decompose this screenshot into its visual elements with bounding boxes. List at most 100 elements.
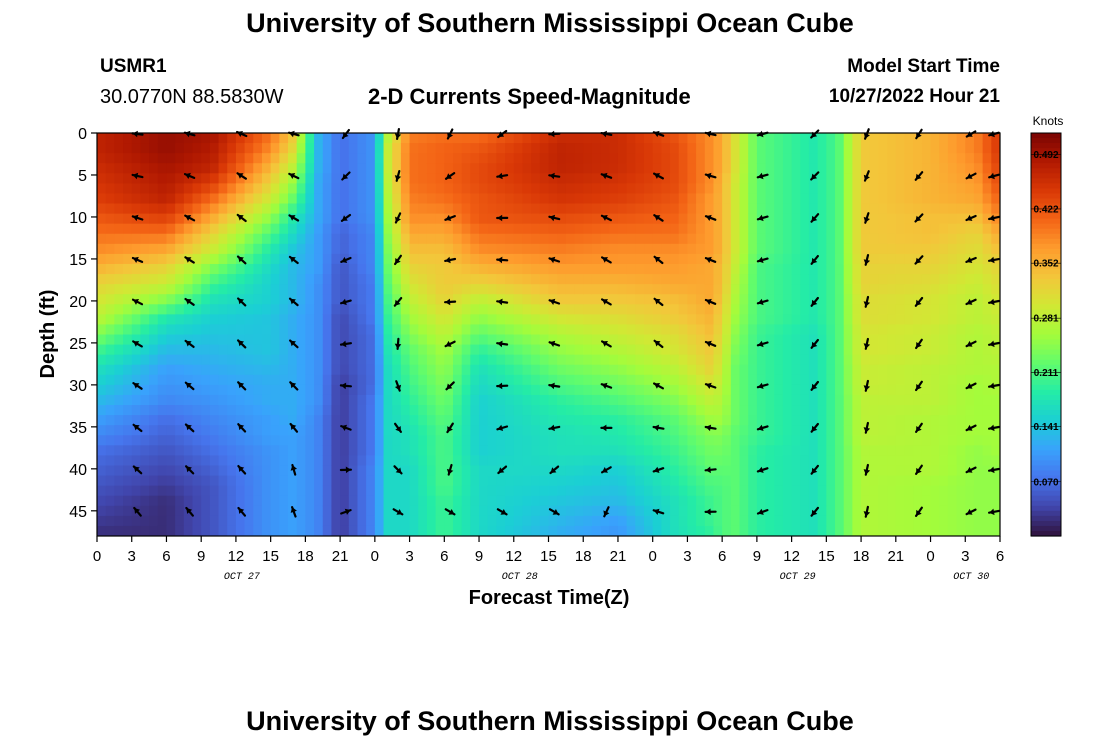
heatmap-cell [357,203,367,215]
heatmap-cell [305,284,315,295]
heatmap-cell [609,284,619,295]
heatmap-cell [861,243,871,255]
heatmap-cell [400,405,411,416]
heatmap-cell [713,515,723,527]
heatmap-cell [670,233,680,245]
heatmap-cell [617,525,628,536]
heatmap-cell [774,344,784,356]
heatmap-cell [774,525,784,536]
heatmap-cell [418,455,428,467]
heatmap-cell [887,445,897,456]
heatmap-cell [166,525,176,536]
heatmap-cell [904,203,914,215]
heatmap-cell [565,294,576,305]
heatmap-cell [557,515,567,527]
heatmap-cell [400,495,411,507]
heatmap-cell [418,445,428,456]
heatmap-cell [565,274,576,285]
heatmap-cell [913,304,923,315]
heatmap-cell [270,213,280,225]
heatmap-cell [114,405,124,416]
colorbar-tick-label: 0.141 [1033,422,1058,433]
heatmap-cell [617,314,628,326]
heatmap-cell [670,203,680,215]
heatmap-cell [531,263,541,275]
heatmap-cell [357,405,367,416]
heatmap-cell [982,233,992,245]
heatmap-cell [157,455,168,467]
heatmap-cell [235,374,246,386]
heatmap-cell [600,525,610,536]
heatmap-cell [574,243,584,255]
heatmap-cell [774,505,784,517]
current-arrow [444,508,456,516]
heatmap-cell [861,354,871,366]
heatmap-cell [435,203,445,215]
current-arrow [288,297,299,307]
heatmap-cell [235,485,246,497]
heatmap-cell [730,495,741,507]
heatmap-cell [435,183,445,195]
current-arrow [445,381,455,391]
heatmap-cell [591,384,602,396]
heatmap-cell [496,354,506,366]
heatmap-cell [765,253,775,265]
heatmap-cell [878,153,888,164]
heatmap-cell [887,233,897,245]
heatmap-cell [713,505,723,517]
heatmap-cell [140,153,150,164]
heatmap-cell [574,294,584,305]
heatmap-cell [635,465,645,477]
heatmap-cell [644,415,654,426]
heatmap-cell [348,374,359,386]
heatmap-cell [418,495,428,507]
heatmap-cell [409,203,419,215]
heatmap-cell [600,193,610,205]
heatmap-cell [904,213,914,225]
heatmap-cell [722,415,732,426]
heatmap-cell [835,163,845,174]
heatmap-cell [331,405,341,416]
heatmap-cell [513,223,524,235]
heatmap-cell [261,485,272,497]
heatmap-cell [418,465,428,477]
heatmap-cell [696,213,706,225]
heatmap-cell [904,253,914,265]
heatmap-cell [444,263,454,275]
heatmap-cell [661,364,671,376]
current-arrow [863,463,871,476]
heatmap-cell [982,284,992,295]
heatmap-cell [756,374,767,386]
heatmap-cell [696,425,706,436]
arrow-head [394,384,402,391]
heatmap-cell [652,324,662,336]
heatmap-cell [218,183,228,195]
heatmap-cell [956,344,966,356]
heatmap-cell [218,203,228,215]
heatmap-cell [279,133,289,144]
heatmap-cell [331,425,341,436]
heatmap-cell [149,243,159,255]
heatmap-cell [965,344,975,356]
heatmap-cell [357,525,367,536]
heatmap-cell [470,364,480,376]
heatmap-cell [921,374,932,386]
heatmap-cell [522,223,532,235]
heatmap-cell [557,163,567,174]
heatmap-cell [357,133,367,144]
heatmap-cell [383,405,393,416]
heatmap-cell [452,263,463,275]
heatmap-cell [331,203,341,215]
heatmap-cell [157,163,168,174]
heatmap-cell [461,284,471,295]
heatmap-cell [835,213,845,225]
heatmap-cell [461,485,471,497]
heatmap-cell [218,294,228,305]
heatmap-cell [157,415,168,426]
heatmap-cell [366,364,376,376]
heatmap-cell [722,334,732,346]
heatmap-cell [461,213,471,225]
heatmap-cell [235,415,246,426]
heatmap-cell [947,193,958,205]
heatmap-cell [183,243,194,255]
